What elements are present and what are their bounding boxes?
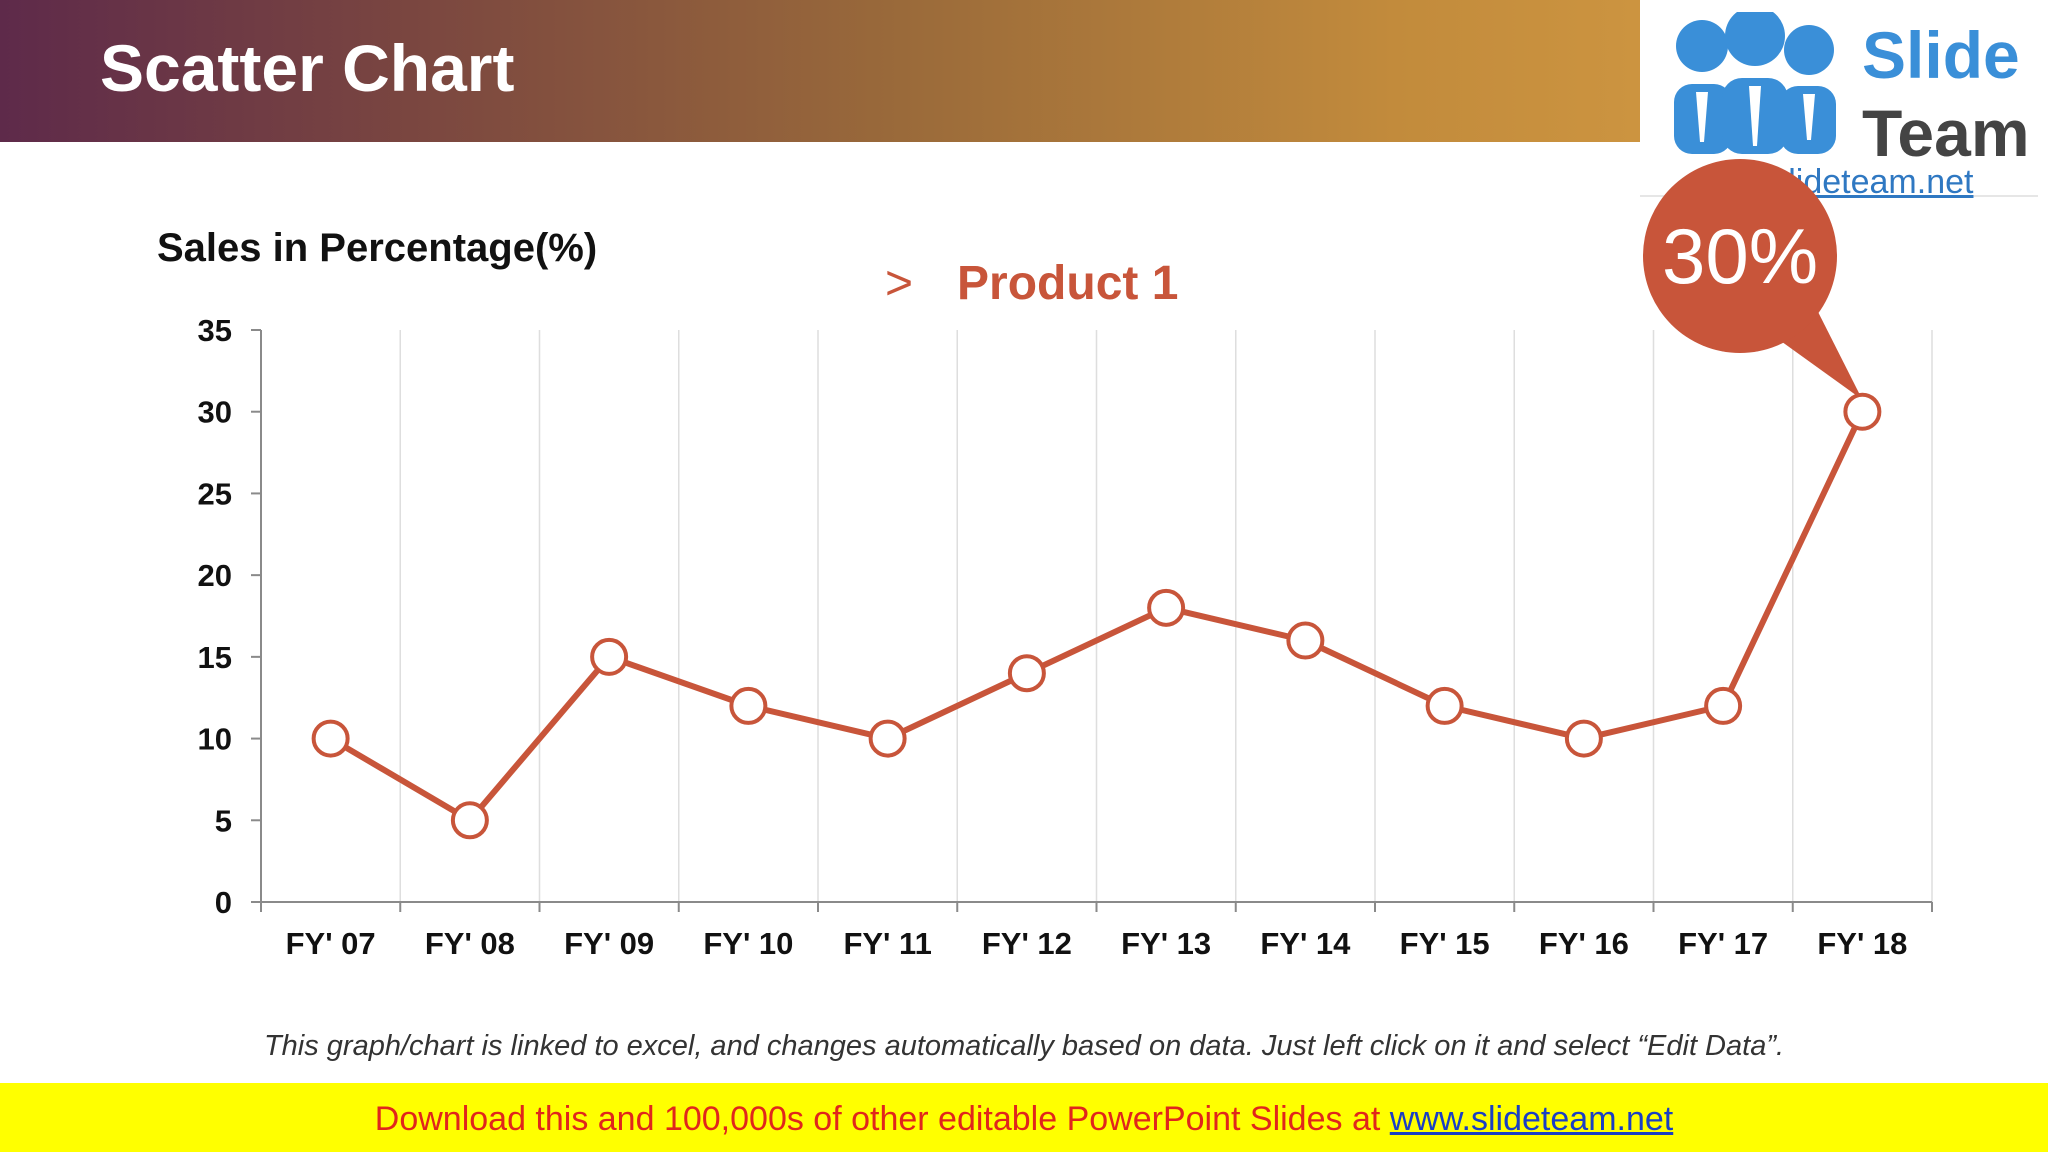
legend: > Product 1: [885, 256, 1178, 311]
y-tick-label: 35: [198, 313, 232, 348]
x-tick-label: FY' 15: [1400, 926, 1490, 961]
y-axis-label: Sales in Percentage(%): [157, 226, 598, 270]
x-tick-label: FY' 18: [1817, 926, 1907, 961]
data-point: [450, 801, 489, 840]
data-point: [1007, 654, 1046, 693]
callout-label: 30%: [1662, 212, 1818, 300]
data-point: [311, 719, 350, 758]
series-line: [329, 410, 1866, 824]
x-tick-label: FY' 13: [1121, 926, 1211, 961]
x-tick-label: FY' 16: [1539, 926, 1629, 961]
logo-word-slide: Slide: [1862, 18, 2020, 92]
x-tick-label: FY' 17: [1678, 926, 1768, 961]
callout-bubble: [1643, 159, 1837, 353]
y-tick-label: 15: [198, 640, 232, 675]
x-tick-label: FY' 07: [286, 926, 376, 961]
y-tick-label: 25: [198, 476, 232, 511]
x-tick-label: FY' 12: [982, 926, 1072, 961]
y-tick-label: 10: [198, 722, 232, 757]
chart-note: This graph/chart is linked to excel, and…: [263, 1030, 1785, 1062]
y-tick-label: 5: [215, 803, 232, 838]
page-title: Scatter Chart: [100, 31, 515, 105]
y-tick-label: 0: [215, 885, 232, 920]
data-point: [1843, 392, 1882, 431]
x-tick-label: FY' 10: [703, 926, 793, 961]
x-tick-label: FY' 08: [425, 926, 515, 961]
x-tick-label: FY' 14: [1260, 926, 1351, 961]
data-point: [590, 637, 629, 676]
footer-text: Download this and 100,000s of other edit…: [0, 1100, 2048, 1139]
legend-series-name: Product 1: [957, 257, 1179, 310]
data-point: [729, 686, 768, 725]
y-tick-label: 20: [198, 558, 232, 593]
data-point: [1147, 588, 1186, 627]
footer-link[interactable]: www.slideteam.net: [1389, 1100, 1674, 1138]
y-tick-label: 30: [198, 395, 232, 430]
data-point: [1704, 686, 1743, 725]
logo-word-team: Team: [1862, 96, 2030, 170]
header-bar: Scatter Chart: [0, 0, 1640, 142]
legend-chevron-icon: >: [885, 257, 914, 310]
people-icon: [1674, 12, 1836, 154]
data-point: [1425, 686, 1464, 725]
x-tick-label: FY' 09: [564, 926, 654, 961]
data-point: [868, 719, 907, 758]
data-point: [1286, 621, 1325, 660]
footer-message: Download this and 100,000s of other edit…: [374, 1100, 1381, 1138]
footer-banner: Download this and 100,000s of other edit…: [0, 1083, 2048, 1152]
x-tick-label: FY' 11: [843, 926, 931, 961]
data-point: [1564, 719, 1603, 758]
